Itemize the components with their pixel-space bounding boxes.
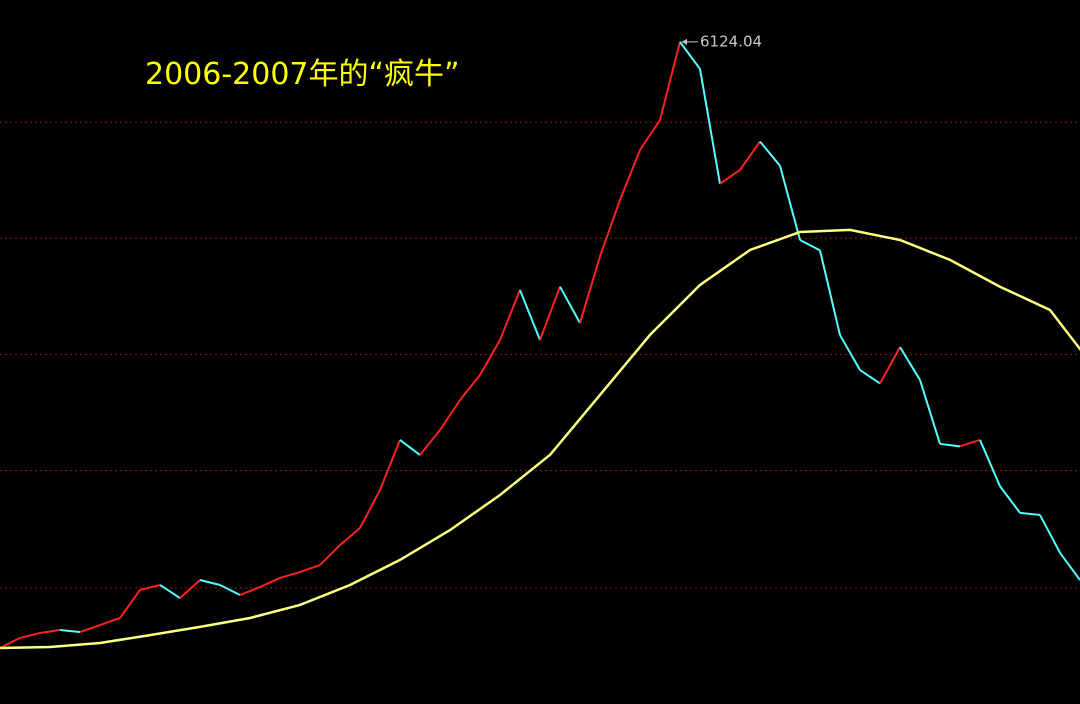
price-segment bbox=[399, 439, 421, 456]
price-segment bbox=[259, 577, 281, 588]
price-segment bbox=[99, 617, 121, 626]
price-segment bbox=[759, 140, 781, 167]
price-segment bbox=[679, 41, 701, 70]
price-segment bbox=[819, 250, 841, 336]
price-segment bbox=[1039, 514, 1061, 554]
price-segment bbox=[239, 586, 261, 596]
price-segment bbox=[839, 334, 861, 371]
price-segment bbox=[479, 339, 501, 376]
price-segment bbox=[379, 439, 401, 491]
price-segment bbox=[739, 140, 761, 171]
price-segment bbox=[879, 346, 901, 384]
price-segment bbox=[119, 589, 141, 619]
price-segment bbox=[919, 379, 941, 445]
moving-average-line bbox=[0, 228, 1080, 650]
price-segment bbox=[419, 429, 441, 456]
price-segment bbox=[979, 439, 1001, 487]
price-segment bbox=[719, 169, 741, 185]
price-segment bbox=[499, 289, 521, 341]
price-segment bbox=[0, 637, 21, 649]
price-segment bbox=[939, 442, 961, 448]
price-segment bbox=[579, 256, 601, 324]
price-segment bbox=[699, 68, 721, 185]
price-segment bbox=[959, 438, 981, 448]
price-segment bbox=[439, 399, 461, 431]
chart-title: 2006-2007年的“疯牛” bbox=[145, 57, 460, 92]
price-segment bbox=[899, 346, 921, 381]
price-segment bbox=[599, 199, 621, 257]
price-segment bbox=[319, 544, 341, 566]
price-segment bbox=[299, 564, 321, 573]
price-segment bbox=[779, 165, 801, 241]
price-segment bbox=[659, 41, 681, 121]
price-segment bbox=[279, 571, 301, 579]
peak-annotation: 6124.04 bbox=[700, 32, 762, 50]
price-segment bbox=[619, 149, 641, 201]
price-segment bbox=[519, 289, 541, 341]
price-segment bbox=[459, 374, 481, 401]
price-segment bbox=[539, 286, 561, 341]
price-segment bbox=[339, 527, 361, 546]
price-segment bbox=[159, 584, 181, 599]
price-segment bbox=[59, 628, 81, 634]
price-segment bbox=[359, 489, 381, 529]
price-segment bbox=[39, 628, 61, 634]
price-segment bbox=[999, 485, 1021, 514]
price-segment bbox=[139, 584, 161, 591]
price-segment bbox=[559, 286, 581, 324]
price-segment bbox=[19, 632, 41, 639]
price-segment bbox=[1059, 552, 1080, 581]
price-segment bbox=[1019, 511, 1041, 516]
price-segment bbox=[859, 369, 881, 385]
price-segment bbox=[179, 579, 201, 599]
annotation-arrowhead bbox=[682, 38, 687, 45]
price-segment bbox=[639, 119, 661, 151]
price-segment bbox=[79, 624, 101, 633]
price-segment bbox=[219, 584, 241, 596]
price-segment bbox=[199, 579, 221, 586]
price-segment bbox=[799, 239, 821, 252]
